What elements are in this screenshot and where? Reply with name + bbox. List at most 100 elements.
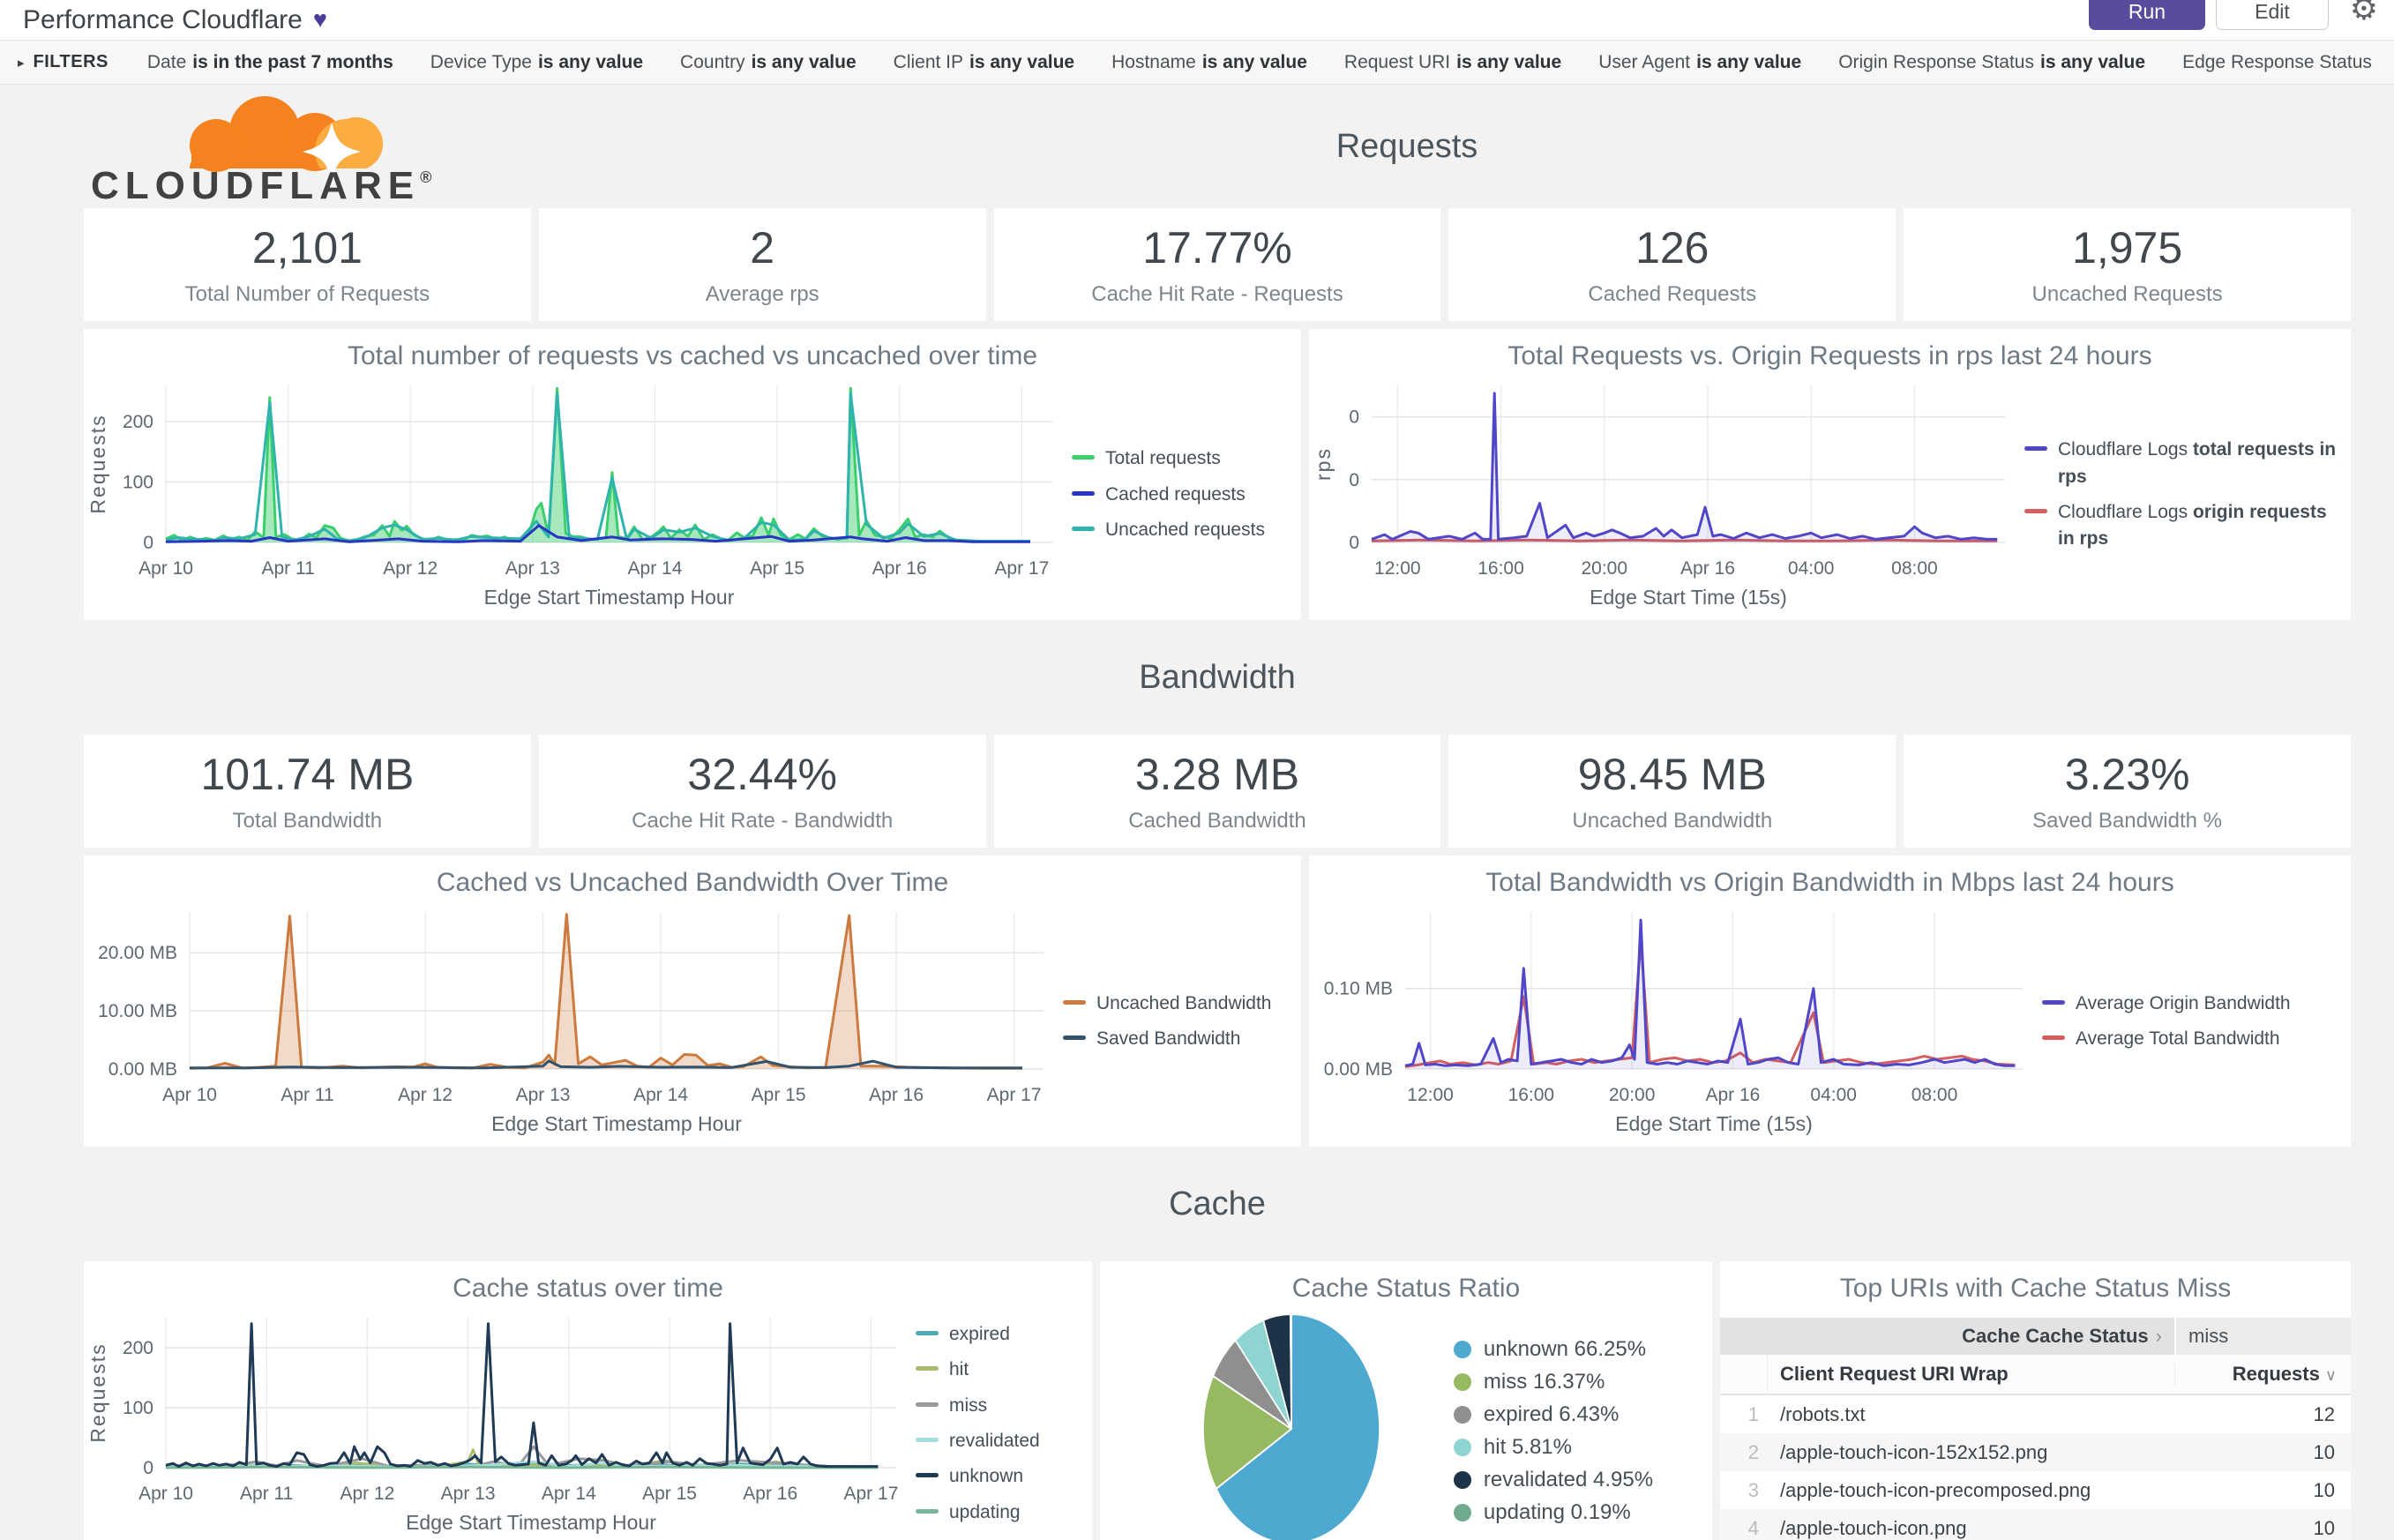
column-header-requests[interactable]: Requests ∨ <box>2174 1363 2351 1386</box>
run-button[interactable]: Run <box>2089 0 2205 30</box>
filter-item-device-type[interactable]: Device Type is any value <box>430 51 644 72</box>
series-line-uncached-bandwidth <box>189 913 1023 1070</box>
caret-right-icon: ▸ <box>18 55 25 71</box>
rps-24h-chart[interactable]: 0 0 0 12:00 16:00 20:00 Apr 16 04:00 08:00 Edge S… <box>1309 373 2024 617</box>
filter-item-client-ip[interactable]: Client IP is any value <box>893 51 1075 72</box>
pivot-label[interactable]: Cache Cache Status › <box>1962 1325 2162 1347</box>
kpi-cached-requests: 126 Cached Requests <box>1448 208 1896 321</box>
bandwidth-over-time-chart[interactable]: 0.00 MB 10.00 MB 20.00 MB Apr 10 Apr 11 Apr 1… <box>84 900 1063 1143</box>
x-tick-label: 08:00 <box>1911 1085 1958 1105</box>
legend-item-total-requests[interactable]: Total requests <box>1072 445 1289 472</box>
kpi-cache-hit-rate-requests: 17.77% Cache Hit Rate - Requests <box>993 208 1441 321</box>
kpi-label: Average rps <box>705 282 819 306</box>
x-tick-label: Apr 10 <box>138 558 193 579</box>
cache-status-pie[interactable] <box>1159 1302 1424 1540</box>
legend-item-updating[interactable]: updating <box>916 1499 1080 1526</box>
x-tick-label: Apr 16 <box>869 1085 924 1105</box>
requests-cell[interactable]: 10 <box>2313 1440 2335 1463</box>
uri-cell[interactable]: /apple-touch-icon.png <box>1780 1516 1967 1539</box>
legend-item-miss[interactable]: miss <box>916 1393 1080 1419</box>
y-axis-label: rps <box>1312 447 1335 481</box>
pie-legend-item-expired[interactable]: expired 6.43% <box>1453 1402 1653 1427</box>
legend-item-cloudflare-logs-origin-requests-in-rps[interactable]: Cloudflare Logs origin requests in rps <box>2024 499 2338 553</box>
pie-legend-item-revalidated[interactable]: revalidated 4.95% <box>1453 1467 1654 1492</box>
x-tick-label: Apr 17 <box>987 1085 1042 1105</box>
kpi-uncached-requests: 1,975 Uncached Requests <box>1904 208 2351 321</box>
legend-item-cloudflare-logs-total-requests-in-rps[interactable]: Cloudflare Logs total requests in rps <box>2024 437 2338 490</box>
filter-item-country[interactable]: Country is any value <box>680 51 857 72</box>
series-line-average-origin-bandwidth <box>1404 918 2016 1067</box>
legend-item-uncached-bandwidth[interactable]: Uncached Bandwidth <box>1063 991 1289 1017</box>
kpi-label: Uncached Bandwidth <box>1572 809 1773 833</box>
cache-row: Cache status over time 0 100 200 Apr 10 Apr … <box>84 1261 2351 1540</box>
uri-cell[interactable]: /apple-touch-icon-precomposed.png <box>1780 1478 2091 1501</box>
filter-item-origin-response-status[interactable]: Origin Response Status is any value <box>1838 51 2146 72</box>
legend-dash-icon <box>916 1438 939 1442</box>
gear-icon[interactable]: ⚙ <box>2349 0 2378 26</box>
kpi-label: Cached Requests <box>1588 282 1757 306</box>
table-row: 4/apple-touch-icon.png 10 <box>1720 1509 2351 1540</box>
chart-card-requests-over-time: Total number of requests vs cached vs un… <box>84 329 1301 620</box>
edit-button[interactable]: Edit <box>2216 0 2329 30</box>
column-header-uri[interactable]: Client Request URI Wrap <box>1780 1363 2009 1385</box>
kpi-label: Total Number of Requests <box>184 282 430 306</box>
x-tick-label: 08:00 <box>1891 558 1938 579</box>
legend-item-average-origin-bandwidth[interactable]: Average Origin Bandwidth <box>2042 991 2338 1017</box>
pie-legend-item-miss[interactable]: miss 16.37% <box>1453 1370 1653 1394</box>
filter-item-request-uri[interactable]: Request URI is any value <box>1343 51 1562 72</box>
pie-legend-item-hit[interactable]: hit 5.81% <box>1453 1435 1653 1460</box>
legend-dash-icon <box>916 1473 939 1478</box>
pie-slice-miss[interactable] <box>1202 1374 1293 1490</box>
pie-slice-unknown[interactable] <box>1215 1312 1380 1540</box>
kpi-saved-bandwidth: 3.23% Saved Bandwidth % <box>1904 735 2351 848</box>
uri-cell[interactable]: /apple-touch-icon-152x152.png <box>1780 1440 2048 1463</box>
legend-label: Cached requests <box>1105 483 1246 505</box>
legend-item-average-total-bandwidth[interactable]: Average Total Bandwidth <box>2042 1026 2338 1052</box>
series-line-cached-requests <box>165 524 1030 543</box>
pivot-value: miss <box>2174 1318 2351 1355</box>
chart-card-bandwidth-over-time: Cached vs Uncached Bandwidth Over Time 0… <box>84 856 1301 1147</box>
requests-band: CLOUDFLARE® Requests <box>84 85 2351 208</box>
legend-item-hit[interactable]: hit <box>916 1357 1080 1383</box>
legend-item-saved-bandwidth[interactable]: Saved Bandwidth <box>1063 1026 1289 1052</box>
y-tick-label: 0.00 MB <box>108 1059 177 1080</box>
x-tick-label: Apr 11 <box>261 558 314 579</box>
y-axis-label: Requests <box>86 414 109 513</box>
legend-item-expired[interactable]: expired <box>916 1321 1080 1348</box>
requests-cell[interactable]: 12 <box>2313 1402 2335 1425</box>
legend-label: miss <box>949 1394 988 1416</box>
filter-item-date[interactable]: Date is in the past 7 months <box>146 51 393 72</box>
pie-legend-item-updating[interactable]: updating 0.19% <box>1453 1500 1653 1525</box>
pie-legend-item-unknown[interactable]: unknown 66.25% <box>1453 1337 1653 1362</box>
requests-cell[interactable]: 10 <box>2313 1516 2335 1539</box>
requests-kpi-row: 2,101 Total Number of Requests 2 Average rp… <box>84 208 2351 321</box>
pie-legend: unknown 66.25% miss 16.37% expired 6.43% hi… <box>1453 1329 1654 1533</box>
cache-status-chart[interactable]: 0 100 200 Apr 10 Apr 11 Apr 12 Apr 13 Apr 14 Apr… <box>84 1305 916 1540</box>
bandwidth-24h-chart[interactable]: 0.00 MB 0.10 MB 12:00 16:00 20:00 Apr 16 04:00… <box>1309 900 2042 1143</box>
series-line-updating <box>165 1465 879 1469</box>
filter-item-hostname[interactable]: Hostname is any value <box>1111 51 1307 72</box>
pie-legend-label: expired 6.43% <box>1483 1402 1620 1426</box>
x-tick-label: Apr 11 <box>240 1484 293 1504</box>
chart-legend: expired hit miss revalidated unknown updating <box>916 1312 1092 1536</box>
chart-legend: Average Origin Bandwidth Average Total Ba… <box>2042 982 2351 1062</box>
legend-label: updating <box>949 1501 1021 1522</box>
legend-dash-icon <box>1072 455 1095 460</box>
legend-item-uncached-requests[interactable]: Uncached requests <box>1072 517 1289 543</box>
legend-label: Uncached Bandwidth <box>1096 992 1272 1013</box>
pie-legend-label: revalidated 4.95% <box>1483 1467 1654 1491</box>
y-tick-label: 0 <box>1349 470 1359 490</box>
legend-item-unknown[interactable]: unknown <box>916 1463 1080 1490</box>
chevron-right-icon: › <box>2155 1325 2162 1347</box>
legend-item-revalidated[interactable]: revalidated <box>916 1428 1080 1454</box>
pie-chart-svg <box>1202 1312 1380 1540</box>
uri-cell[interactable]: /robots.txt <box>1780 1402 1866 1425</box>
requests-over-time-chart[interactable]: 0 100 200 Apr 10 Apr 11 Apr 12 Apr 13 Apr 14 Apr… <box>84 373 1072 617</box>
legend-item-cached-requests[interactable]: Cached requests <box>1072 482 1289 508</box>
kpi-label: Cache Hit Rate - Requests <box>1091 282 1343 306</box>
filter-item-user-agent[interactable]: User Agent is any value <box>1598 51 1802 72</box>
filters-toggle[interactable]: ▸ FILTERS <box>18 52 108 72</box>
requests-cell[interactable]: 10 <box>2313 1478 2335 1501</box>
x-tick-label: Apr 14 <box>542 1484 596 1504</box>
